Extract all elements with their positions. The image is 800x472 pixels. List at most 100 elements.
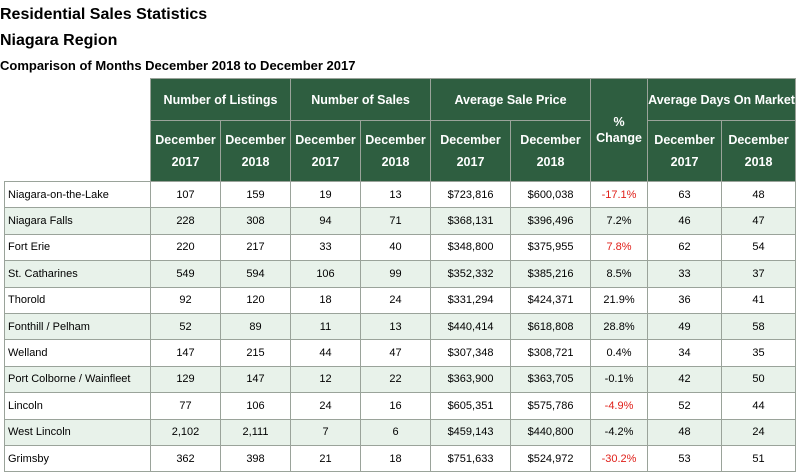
subheader-month: December [155, 133, 216, 147]
subheader-year: 2017 [670, 155, 699, 169]
table-row: St. Catharines 549 594 106 99 $352,332 $385,21… [4, 260, 797, 288]
change-cell: 0.4% [590, 339, 649, 367]
cell: 362 [150, 444, 221, 472]
cell: 159 [220, 180, 291, 209]
sales-statistics-table: Number of Listings Number of Sales Avera… [4, 78, 797, 472]
row-name: Welland [4, 339, 151, 367]
row-name: Lincoln [4, 392, 151, 420]
cell: 53 [647, 444, 723, 472]
subheader-month: December [295, 133, 356, 147]
cell: 18 [359, 444, 432, 472]
cell: $459,143 [430, 418, 512, 446]
table-row: Lincoln 77 106 24 16 $605,351 $575,786 -4.9% 52 4… [4, 392, 797, 420]
cell: 106 [290, 260, 361, 288]
change-cell: -30.2% [590, 444, 649, 472]
header-average-days-on-market: Average Days On Market [647, 78, 797, 121]
cell: $331,294 [430, 286, 512, 314]
subheader-year: 2018 [241, 155, 270, 169]
cell: 7 [290, 418, 361, 446]
cell: $600,038 [510, 180, 592, 209]
cell: $524,972 [510, 444, 592, 472]
cell: 2,102 [150, 418, 221, 446]
cell: 129 [150, 365, 221, 394]
header-corner [5, 79, 151, 121]
cell: $440,800 [510, 418, 592, 446]
cell: 24 [721, 418, 797, 446]
header-change-word: Change [596, 131, 642, 145]
cell: 48 [721, 180, 797, 209]
cell: 54 [721, 233, 797, 262]
cell: 50 [721, 365, 797, 394]
subheader-year: 2017 [311, 155, 340, 169]
table-row: West Lincoln 2,102 2,111 7 6 $459,143 $440,800… [4, 418, 797, 446]
cell: 13 [359, 180, 432, 209]
comparison-caption: Comparison of Months December 2018 to De… [0, 58, 356, 73]
cell: 22 [359, 365, 432, 394]
cell: 34 [647, 339, 723, 367]
cell: 41 [721, 286, 797, 314]
change-cell: 8.5% [590, 260, 649, 288]
cell: 52 [647, 392, 723, 420]
cell: 37 [721, 260, 797, 288]
cell: $424,371 [510, 286, 592, 314]
cell: $723,816 [430, 180, 512, 209]
cell: 40 [359, 233, 432, 262]
cell: $618,808 [510, 312, 592, 341]
cell: 71 [359, 207, 432, 235]
cell: 147 [220, 365, 291, 394]
cell: 120 [220, 286, 291, 314]
subheader-listings-2017: December 2017 [150, 120, 221, 182]
cell: $352,332 [430, 260, 512, 288]
cell: 44 [290, 339, 361, 367]
subheader-listings-2018: December 2018 [220, 120, 291, 182]
cell: 89 [220, 312, 291, 341]
cell: 33 [290, 233, 361, 262]
cell: 94 [290, 207, 361, 235]
row-name: Fort Erie [4, 233, 151, 262]
cell: $605,351 [430, 392, 512, 420]
cell: $751,633 [430, 444, 512, 472]
change-cell: 28.8% [590, 312, 649, 341]
subheader-price-2018: December 2018 [510, 120, 592, 182]
cell: 24 [359, 286, 432, 314]
cell: 398 [220, 444, 291, 472]
cell: 308 [220, 207, 291, 235]
table-row: Niagara Falls 228 308 94 71 $368,131 $396,496 7… [4, 207, 797, 235]
cell: 228 [150, 207, 221, 235]
cell: 24 [290, 392, 361, 420]
cell: 52 [150, 312, 221, 341]
subheader-month: December [520, 133, 581, 147]
cell: $375,955 [510, 233, 592, 262]
cell: 16 [359, 392, 432, 420]
subheader-sales-2018: December 2018 [359, 120, 432, 182]
header-percent-change: % Change [590, 78, 649, 182]
cell: 42 [647, 365, 723, 394]
cell: 99 [359, 260, 432, 288]
cell: 48 [647, 418, 723, 446]
table-body: Niagara-on-the-Lake 107 159 19 13 $723,816 $60… [4, 180, 797, 472]
cell: $368,131 [430, 207, 512, 235]
cell: 35 [721, 339, 797, 367]
cell: 36 [647, 286, 723, 314]
cell: 13 [359, 312, 432, 341]
cell: 92 [150, 286, 221, 314]
cell: 77 [150, 392, 221, 420]
change-cell: -0.1% [590, 365, 649, 394]
cell: 44 [721, 392, 797, 420]
page-title: Residential Sales Statistics [0, 6, 208, 23]
header-corner-sub [5, 121, 151, 182]
change-cell: -4.9% [590, 392, 649, 420]
subheader-month: December [728, 133, 789, 147]
subheader-price-2017: December 2017 [430, 120, 512, 182]
header-average-sale-price: Average Sale Price [430, 78, 592, 121]
subheader-month: December [440, 133, 501, 147]
cell: $307,348 [430, 339, 512, 367]
cell: 47 [721, 207, 797, 235]
cell: 33 [647, 260, 723, 288]
page-subtitle: Niagara Region [0, 32, 118, 49]
change-cell: 7.8% [590, 233, 649, 262]
table-row: Fonthill / Pelham 52 89 11 13 $440,414 $618,80… [4, 312, 797, 341]
cell: 2,111 [220, 418, 291, 446]
subheader-year: 2018 [744, 155, 773, 169]
change-cell: -17.1% [590, 180, 649, 209]
